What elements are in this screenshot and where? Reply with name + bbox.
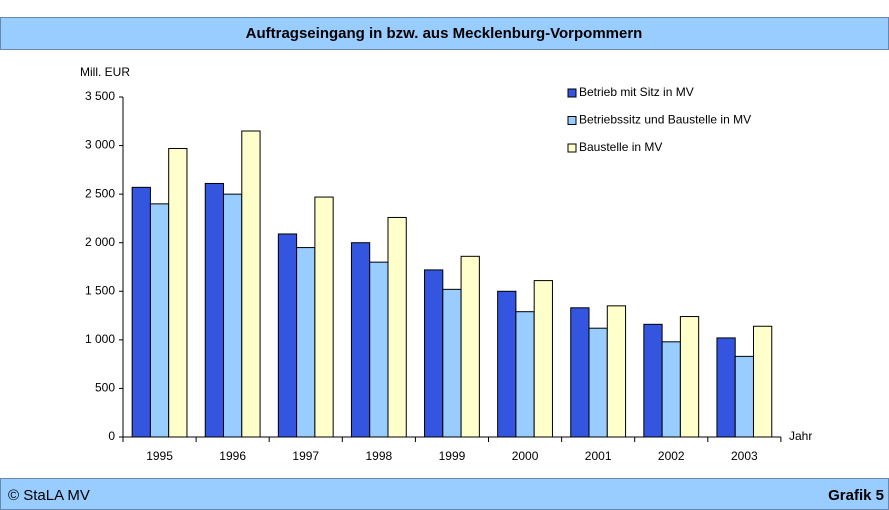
- x-tick-label: 2001: [585, 449, 612, 463]
- y-tick-label: 2 500: [85, 186, 115, 200]
- bar: [442, 288, 462, 438]
- x-tick-label: 1998: [365, 449, 392, 463]
- bar: [204, 182, 225, 438]
- legend-swatch: [567, 143, 577, 153]
- x-axis-label: Jahr: [789, 429, 812, 443]
- y-tick-label: 2 000: [85, 235, 115, 249]
- bar: [606, 305, 627, 438]
- footer-bar: [0, 478, 889, 510]
- y-axis-label: Mill. EUR: [80, 65, 130, 79]
- x-tick-label: 1997: [292, 449, 319, 463]
- y-tick-label: 0: [108, 429, 115, 443]
- bar: [570, 307, 590, 438]
- bar: [387, 216, 407, 438]
- footer-label: Grafik 5: [828, 487, 884, 504]
- legend-swatch: [567, 116, 577, 125]
- bar: [149, 203, 170, 438]
- bar: [131, 186, 151, 438]
- x-tick-label: 2003: [731, 449, 758, 463]
- bar: [679, 316, 700, 438]
- legend-label: Baustelle in MV: [579, 140, 662, 154]
- bar: [515, 311, 535, 438]
- bar: [716, 337, 736, 438]
- legend-swatch: [567, 88, 577, 98]
- bar: [223, 193, 243, 438]
- bar: [661, 341, 681, 438]
- y-tick-label: 500: [95, 381, 115, 395]
- y-tick-label: 3 000: [85, 138, 115, 152]
- y-tick-label: 1 500: [85, 283, 115, 297]
- x-tick-label: 1996: [219, 449, 246, 463]
- chart-title: Auftragseingang in bzw. aus Mecklenburg-…: [246, 25, 643, 42]
- title-bar: [0, 17, 889, 50]
- bar: [241, 130, 261, 438]
- bar: [752, 325, 773, 438]
- x-tick-label: 1999: [439, 449, 466, 463]
- x-tick-label: 2000: [512, 449, 539, 463]
- x-tick-label: 2002: [658, 449, 685, 463]
- bar: [533, 280, 553, 438]
- bar: [734, 355, 754, 438]
- legend-label: Betriebssitz und Baustelle in MV: [579, 113, 751, 127]
- bar: [277, 233, 298, 438]
- bar: [314, 196, 334, 438]
- bar: [460, 255, 480, 438]
- bar: [588, 327, 608, 438]
- bar: [350, 242, 371, 438]
- bar: [296, 247, 316, 438]
- y-tick-label: 1 000: [85, 332, 115, 346]
- bar: [424, 269, 444, 438]
- legend-label: Betrieb mit Sitz in MV: [579, 85, 694, 99]
- y-tick-label: 3 500: [85, 89, 115, 103]
- bar: [168, 147, 188, 438]
- bar: [369, 261, 389, 438]
- footer-source: © StaLA MV: [8, 487, 90, 504]
- bar: [497, 290, 517, 438]
- bar: [643, 323, 663, 438]
- x-tick-label: 1995: [146, 449, 173, 463]
